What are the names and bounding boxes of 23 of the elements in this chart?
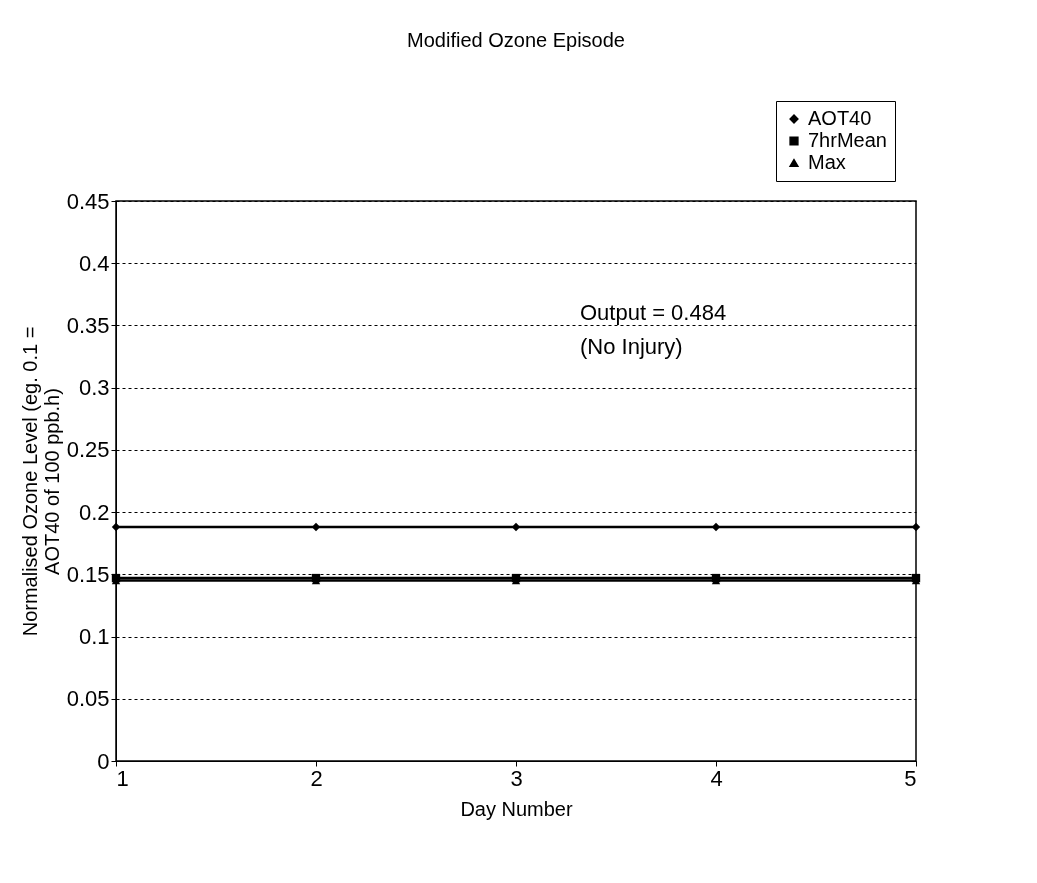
annotation: Output = 0.484 <box>580 300 727 325</box>
y-tick-label: 0.3 <box>78 375 110 401</box>
x-tick-label: 4 <box>710 765 723 791</box>
y-tick-label: 0.1 <box>78 624 110 650</box>
chart-title: Modified Ozone Episode <box>407 28 625 51</box>
annotation: (No Injury) <box>580 334 683 359</box>
y-tick-label: 0.35 <box>66 312 110 338</box>
x-tick-label: 3 <box>510 765 523 791</box>
y-tick-label: 0 <box>97 748 110 774</box>
legend-label: Max <box>808 151 846 173</box>
legend-label: 7hrMean <box>808 129 887 151</box>
y-tick-label: 0.25 <box>66 437 110 463</box>
y-tick-label: 0.05 <box>66 686 110 712</box>
y-tick-label: 0.4 <box>78 250 110 276</box>
legend-label: AOT40 <box>808 107 872 129</box>
x-tick-label: 2 <box>310 765 323 791</box>
y-tick-label: 0.15 <box>66 561 110 587</box>
y-tick-label: 0.2 <box>78 499 110 525</box>
x-tick-label: 1 <box>116 765 129 791</box>
x-axis-title: Day Number <box>460 797 573 820</box>
x-tick-label: 5 <box>904 765 917 791</box>
y-axis-title: Normalised Ozone Level (eg. 0.1 = AOT40 of 100 ppb.h) <box>18 326 63 637</box>
y-tick-label: 0.45 <box>66 188 110 214</box>
